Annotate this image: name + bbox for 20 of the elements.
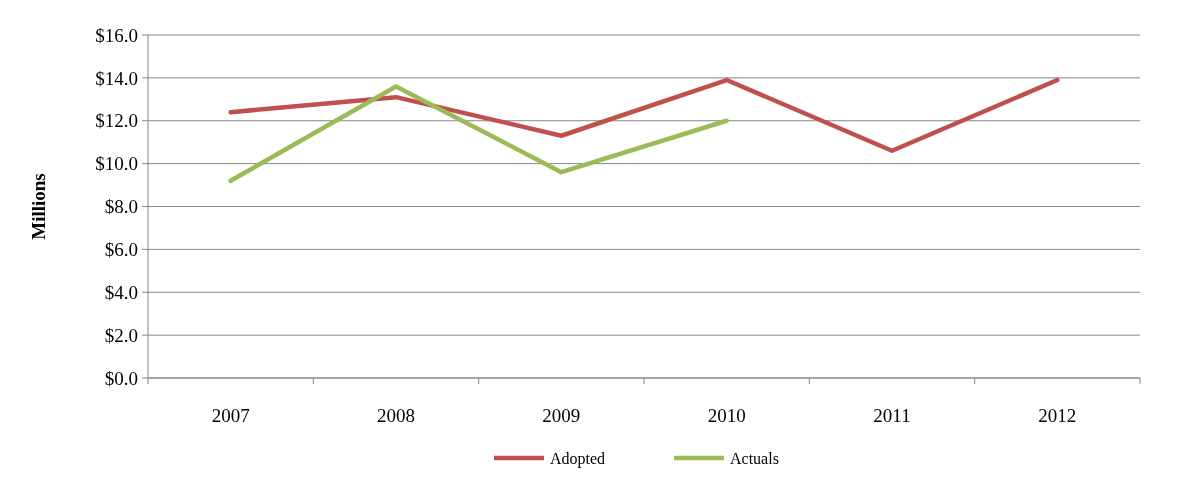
legend-label: Adopted [550,449,606,468]
y-tick-label: $4.0 [104,281,138,303]
y-tick-label: $2.0 [104,324,138,346]
x-tick-label: 2009 [542,405,581,426]
y-tick-label: $14.0 [95,67,138,89]
y-tick-label: $16.0 [95,24,138,46]
y-tick-label: $10.0 [95,153,138,175]
y-tick-label: $12.0 [95,110,138,132]
line-series [228,84,729,184]
y-tick-label: $8.0 [104,196,138,218]
y-tick-label: $0.0 [104,367,138,389]
x-tick-label: 2010 [707,405,746,426]
y-tick-label: $6.0 [104,239,138,261]
x-tick-label: 2012 [1038,405,1077,426]
y-axis-title: Millions [28,173,49,240]
x-tick-label: 2008 [377,405,415,426]
x-tick-label: 2011 [873,405,911,426]
line-series [228,77,1060,154]
x-tick-label: 2007 [211,405,250,426]
legend-label: Actuals [730,449,779,467]
